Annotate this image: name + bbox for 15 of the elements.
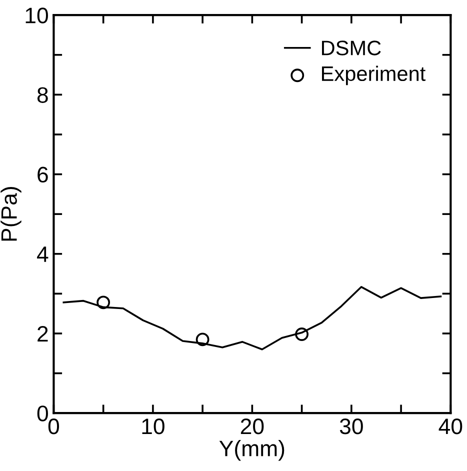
x-tick-label: 30 — [340, 418, 363, 434]
y-tick-label: 4 — [36, 246, 48, 262]
x-tick-label: 10 — [142, 418, 164, 434]
y-tick-label: 10 — [26, 8, 48, 24]
y-tick-label: 6 — [38, 166, 48, 183]
legend-label: DSMC — [322, 40, 381, 56]
x-tick-label: 20 — [240, 418, 264, 434]
x-tick-label: 0 — [48, 418, 60, 434]
legend-label: Experiment — [322, 66, 426, 86]
y-axis-title: P(Pa) — [0, 187, 22, 241]
y-tick-label: 0 — [37, 406, 48, 422]
y-tick-label: 8 — [37, 87, 48, 103]
y-tick-label: 2 — [38, 326, 48, 342]
x-axis-title: Y(mm) — [219, 440, 284, 461]
x-tick-label: 40 — [438, 418, 462, 434]
